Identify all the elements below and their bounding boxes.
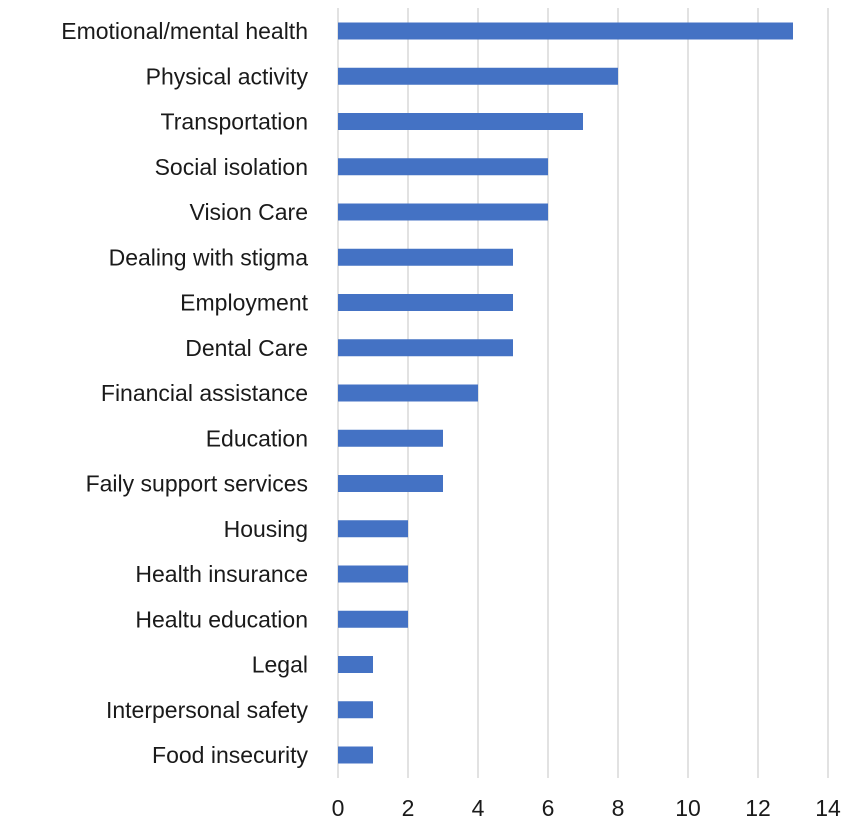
bar [338,294,513,311]
category-label: Transportation [161,109,308,135]
bar [338,339,513,357]
bar [338,248,513,266]
bar [338,429,443,447]
category-label: Dental Care [185,335,308,361]
bar [338,610,408,628]
x-tick-label: 8 [612,795,625,821]
bar [338,565,408,583]
category-label: Employment [180,290,308,316]
category-label: Vision Care [190,199,308,225]
category-label: Education [206,425,308,451]
bar [338,22,793,40]
x-tick-label: 2 [402,795,415,821]
bar [338,746,373,764]
category-label: Financial assistance [101,380,308,406]
x-tick-label: 0 [332,795,345,821]
x-tick-label: 14 [815,795,841,821]
x-tick-label: 6 [542,795,555,821]
x-tick-label: 10 [675,795,701,821]
category-label: Health insurance [135,561,308,587]
category-label: Healtu education [135,606,308,632]
category-label: Food insecurity [152,742,308,768]
category-label: Social isolation [155,154,308,180]
bar [338,701,373,719]
bar [338,113,583,130]
x-tick-label: 12 [745,795,771,821]
bar [338,656,373,673]
category-label: Housing [224,516,308,542]
category-label: Interpersonal safety [106,697,309,723]
category-label: Faily support services [86,471,308,497]
bar [338,158,548,176]
bar [338,520,408,538]
category-label: Dealing with stigma [109,244,309,270]
category-label: Physical activity [146,63,309,89]
bar [338,384,478,402]
bar [338,475,443,492]
category-label: Emotional/mental health [61,18,308,44]
category-label: Legal [252,652,308,678]
bar [338,203,548,221]
bar [338,67,618,85]
x-tick-label: 4 [472,795,485,821]
